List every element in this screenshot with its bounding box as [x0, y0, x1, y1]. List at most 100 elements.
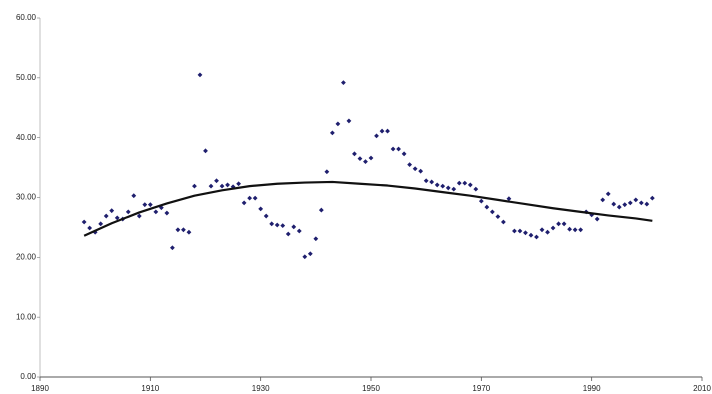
data-point: [561, 221, 567, 227]
y-tick-label: 0.00: [20, 372, 36, 381]
data-point: [147, 202, 153, 208]
data-point: [534, 234, 539, 240]
x-tick-label: 1950: [362, 384, 380, 393]
data-point: [572, 227, 578, 233]
data-point: [418, 168, 424, 174]
data-point: [357, 156, 363, 162]
data-point: [170, 245, 175, 251]
data-point: [329, 130, 335, 136]
data-point: [285, 231, 291, 237]
y-tick-label: 10.00: [16, 312, 37, 321]
data-point: [396, 146, 401, 152]
data-point: [594, 216, 600, 222]
data-point: [633, 197, 639, 203]
data-point: [181, 227, 186, 233]
data-point: [192, 183, 197, 189]
data-point: [462, 180, 468, 186]
data-point: [225, 182, 230, 188]
data-point: [158, 205, 164, 211]
y-tick-label: 20.00: [16, 252, 37, 261]
data-point: [114, 215, 120, 221]
x-tick-label: 1910: [141, 384, 159, 393]
data-point: [539, 227, 545, 233]
x-tick-label: 1930: [252, 384, 270, 393]
data-point: [230, 184, 236, 190]
y-tick-label: 40.00: [16, 133, 37, 142]
data-point: [208, 183, 214, 189]
data-point: [528, 232, 534, 238]
data-point: [429, 179, 435, 185]
x-tick-label: 1970: [472, 384, 490, 393]
trend-line: [83, 180, 653, 237]
data-point: [412, 166, 418, 172]
data-point: [92, 229, 98, 235]
data-point: [109, 208, 115, 214]
data-point: [274, 222, 280, 228]
y-tick-label: 30.00: [16, 193, 37, 202]
data-point: [484, 204, 490, 210]
data-point: [390, 146, 396, 152]
data-point: [456, 180, 462, 186]
data-point: [81, 219, 87, 225]
y-tick-label: 60.00: [16, 13, 37, 22]
data-point: [153, 209, 159, 215]
data-point: [501, 219, 506, 225]
data-point: [649, 195, 655, 201]
data-point: [335, 121, 341, 127]
data-point: [175, 227, 181, 233]
data-point: [197, 72, 203, 78]
data-point: [269, 221, 275, 227]
data-point: [379, 128, 385, 134]
data-point: [423, 178, 429, 184]
data-point: [467, 182, 473, 188]
data-point: [87, 225, 93, 231]
data-point: [164, 210, 170, 216]
data-point: [368, 155, 374, 161]
data-point: [578, 227, 584, 233]
data-point: [550, 225, 556, 231]
data-point: [219, 183, 225, 189]
data-point: [263, 213, 269, 219]
data-point: [434, 182, 440, 188]
data-point: [385, 128, 390, 134]
x-tick-label: 1890: [31, 384, 49, 393]
data-point: [495, 214, 501, 220]
data-point: [523, 230, 528, 236]
data-point: [600, 197, 606, 203]
data-point: [302, 254, 308, 260]
data-point: [307, 251, 313, 257]
data-point: [407, 162, 413, 167]
data-point: [478, 198, 484, 204]
data-point: [98, 221, 104, 227]
data-point: [440, 183, 446, 189]
data-point: [346, 118, 352, 124]
data-point: [512, 228, 517, 234]
x-tick-label: 2010: [693, 384, 711, 393]
data-point: [247, 195, 253, 201]
data-point: [545, 229, 550, 235]
data-point: [638, 200, 644, 206]
data-point: [611, 201, 617, 207]
data-point: [131, 193, 137, 199]
data-point: [445, 185, 451, 191]
data-point: [313, 236, 319, 242]
data-point: [280, 223, 286, 229]
data-point: [451, 186, 457, 192]
y-tick-label: 50.00: [16, 73, 37, 82]
x-tick-label: 1990: [583, 384, 601, 393]
data-point: [296, 228, 302, 234]
data-point: [506, 196, 512, 202]
data-point: [363, 159, 368, 164]
data-point: [401, 151, 407, 157]
data-point: [203, 148, 208, 154]
data-point: [341, 80, 346, 86]
data-point: [616, 204, 622, 210]
data-point: [142, 202, 148, 208]
data-point: [627, 200, 633, 206]
data-point: [489, 209, 495, 215]
data-point: [103, 213, 109, 219]
data-point: [186, 229, 192, 235]
data-point: [236, 181, 241, 187]
data-point: [374, 133, 379, 139]
